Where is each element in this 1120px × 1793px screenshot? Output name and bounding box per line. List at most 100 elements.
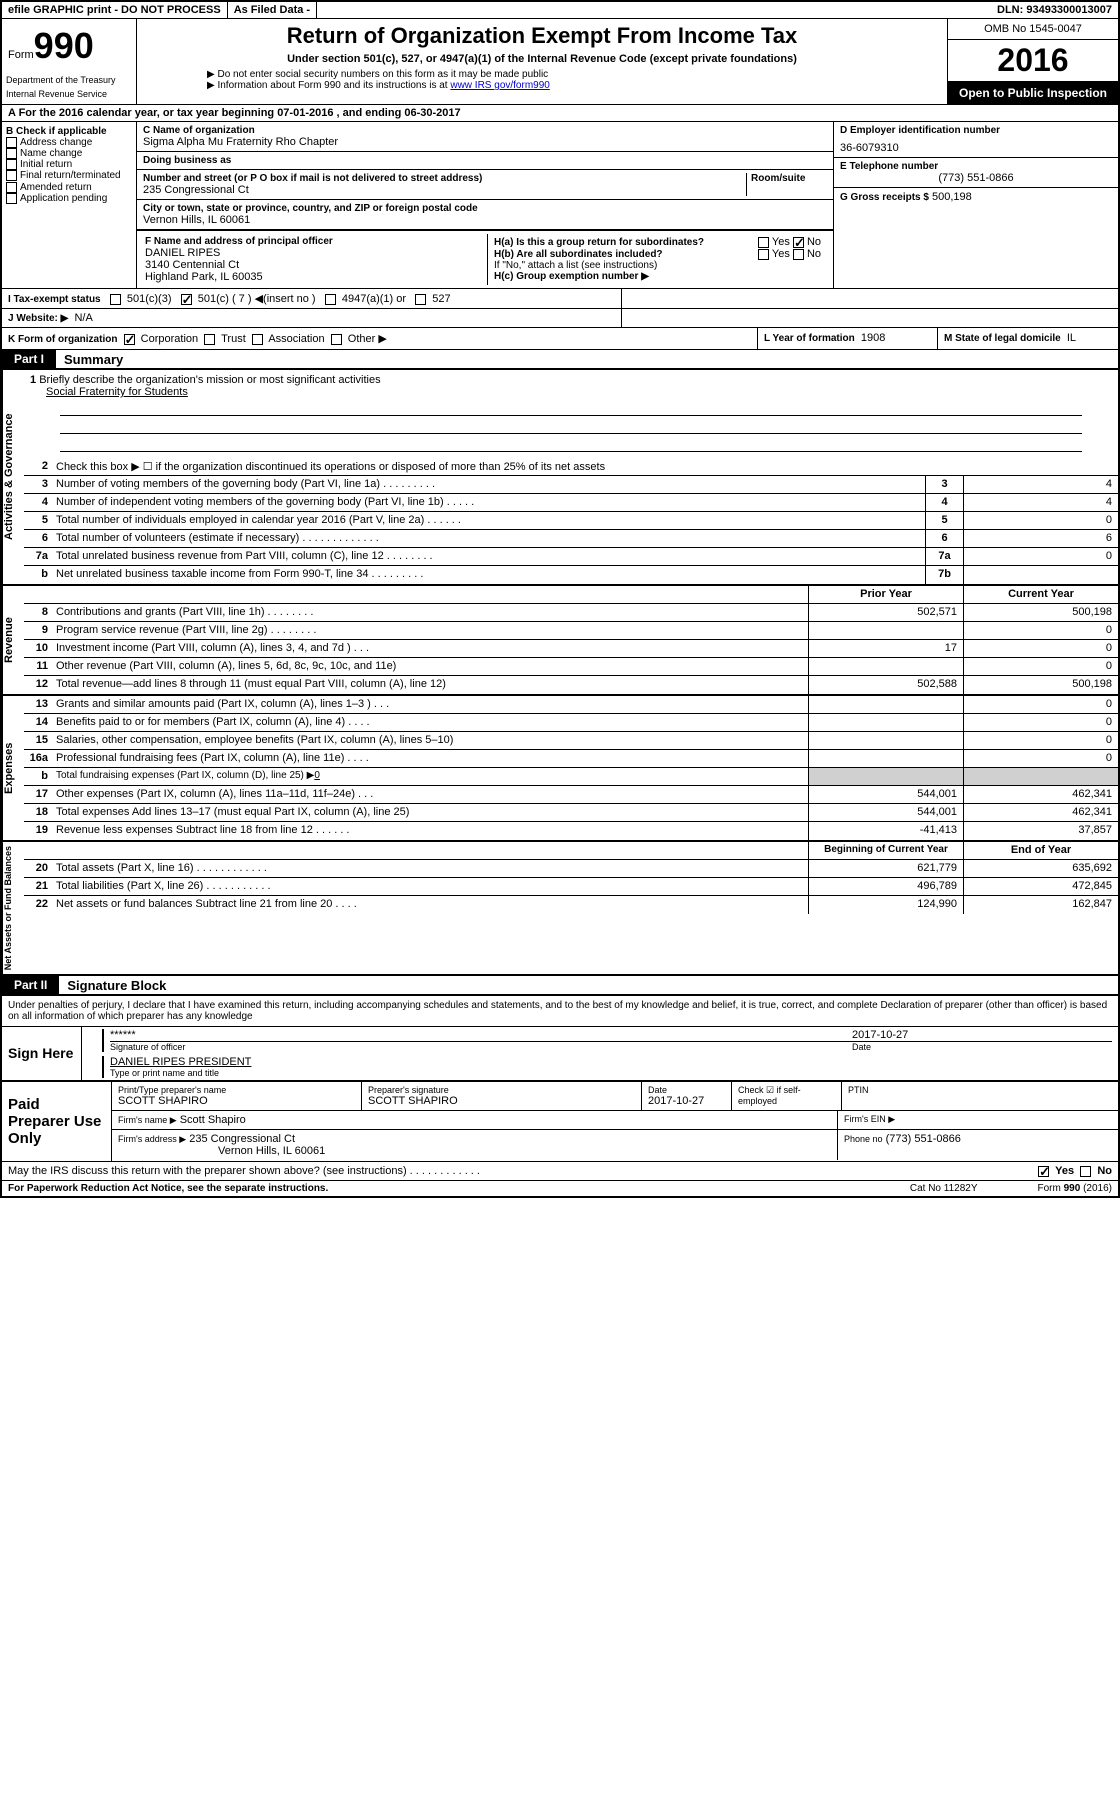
- line22-end: 162,847: [963, 896, 1118, 914]
- line21-beg: 496,789: [808, 878, 963, 895]
- line7b-val: [963, 566, 1118, 584]
- perjury-declaration: Under penalties of perjury, I declare th…: [2, 996, 1118, 1026]
- discuss-row: May the IRS discuss this return with the…: [2, 1162, 1118, 1180]
- phone: (773) 551-0866: [840, 172, 1112, 184]
- box-deg: D Employer identification number 36-6079…: [833, 122, 1118, 288]
- line11-curr: 0: [963, 658, 1118, 675]
- chk-final-return[interactable]: Final return/terminated: [6, 170, 132, 181]
- chk-trust[interactable]: [204, 334, 215, 345]
- box-hc: H(c) Group exemption number ▶: [494, 271, 821, 282]
- hb-yes[interactable]: [758, 249, 769, 260]
- dln: DLN: 93493300013007: [991, 2, 1118, 18]
- line14-curr: 0: [963, 714, 1118, 731]
- domicile: IL: [1067, 332, 1076, 344]
- line5-val: 0: [963, 512, 1118, 529]
- sign-date: 2017-10-27: [852, 1029, 1112, 1041]
- ha-no[interactable]: [793, 237, 804, 248]
- row-j: J Website: ▶ N/A: [2, 309, 1118, 328]
- chk-corp[interactable]: [124, 334, 135, 345]
- chk-name-change[interactable]: Name change: [6, 148, 132, 159]
- chk-initial-return[interactable]: Initial return: [6, 159, 132, 170]
- part1-header: Part I Summary: [2, 350, 1118, 370]
- org-info-grid: B Check if applicable Address change Nam…: [2, 122, 1118, 289]
- row-i: I Tax-exempt status 501(c)(3) 501(c) ( 7…: [2, 289, 1118, 309]
- city: Vernon Hills, IL 60061: [143, 214, 827, 226]
- street: 235 Congressional Ct: [143, 184, 742, 196]
- gross-receipts: 500,198: [932, 191, 972, 203]
- box-b: B Check if applicable Address change Nam…: [2, 122, 137, 288]
- form-title: Return of Organization Exempt From Incom…: [147, 23, 937, 49]
- mission: Social Fraternity for Students: [30, 386, 1112, 398]
- ein: 36-6079310: [840, 136, 1112, 154]
- form-number-box: Form990: [2, 19, 136, 73]
- line8-prior: 502,571: [808, 604, 963, 621]
- preparer-date: 2017-10-27: [648, 1095, 725, 1107]
- officer-name: DANIEL RIPES: [145, 247, 485, 259]
- ssn-warning: ▶ Do not enter social security numbers o…: [147, 69, 937, 80]
- line9-curr: 0: [963, 622, 1118, 639]
- line19-prior: -41,413: [808, 822, 963, 840]
- line20-end: 635,692: [963, 860, 1118, 877]
- chk-pending[interactable]: Application pending: [6, 193, 132, 204]
- year-formation: 1908: [861, 332, 885, 344]
- preparer-sig: SCOTT SHAPIRO: [368, 1095, 635, 1107]
- officer-name-title: DANIEL RIPES PRESIDENT: [110, 1056, 1112, 1068]
- line17-prior: 544,001: [808, 786, 963, 803]
- line4-val: 4: [963, 494, 1118, 511]
- line10-curr: 0: [963, 640, 1118, 657]
- section-a: A For the 2016 calendar year, or tax yea…: [2, 105, 1118, 122]
- line3-val: 4: [963, 476, 1118, 493]
- chk-501c3[interactable]: [110, 294, 121, 305]
- box-c: C Name of organization Sigma Alpha Mu Fr…: [137, 122, 833, 288]
- net-assets-section: Net Assets or Fund Balances Beginning of…: [2, 842, 1118, 976]
- top-bar: efile GRAPHIC print - DO NOT PROCESS As …: [2, 2, 1118, 19]
- dept-treasury: Department of the Treasury: [2, 73, 136, 87]
- paid-preparer-block: Paid Preparer Use Only Print/Type prepar…: [2, 1080, 1118, 1162]
- chk-address-change[interactable]: Address change: [6, 137, 132, 148]
- efile-notice: efile GRAPHIC print - DO NOT PROCESS: [2, 2, 228, 18]
- firm-phone: (773) 551-0866: [886, 1133, 961, 1145]
- form-subtitle: Under section 501(c), 527, or 4947(a)(1)…: [147, 53, 937, 65]
- line18-curr: 462,341: [963, 804, 1118, 821]
- line22-beg: 124,990: [808, 896, 963, 914]
- form-990-page: efile GRAPHIC print - DO NOT PROCESS As …: [0, 0, 1120, 1198]
- irs-link[interactable]: www IRS gov/form990: [450, 80, 549, 91]
- form-header: Form990 Department of the Treasury Inter…: [2, 19, 1118, 105]
- inspection-label: Open to Public Inspection: [948, 82, 1118, 104]
- line12-prior: 502,588: [808, 676, 963, 694]
- firm-addr1: 235 Congressional Ct: [189, 1133, 295, 1145]
- line12-curr: 500,198: [963, 676, 1118, 694]
- firm-name: Scott Shapiro: [180, 1114, 246, 1126]
- chk-501c[interactable]: [181, 294, 192, 305]
- line20-beg: 621,779: [808, 860, 963, 877]
- officer-addr2: Highland Park, IL 60035: [145, 271, 485, 283]
- line8-curr: 500,198: [963, 604, 1118, 621]
- discuss-yes[interactable]: [1038, 1166, 1049, 1177]
- page-footer: For Paperwork Reduction Act Notice, see …: [2, 1180, 1118, 1196]
- line18-prior: 544,001: [808, 804, 963, 821]
- chk-4947[interactable]: [325, 294, 336, 305]
- row-k: K Form of organization Corporation Trust…: [2, 328, 1118, 350]
- website: N/A: [74, 312, 92, 324]
- hb-no[interactable]: [793, 249, 804, 260]
- tax-year: 2016: [948, 40, 1118, 82]
- preparer-name: SCOTT SHAPIRO: [118, 1095, 355, 1107]
- line10-prior: 17: [808, 640, 963, 657]
- chk-other[interactable]: [331, 334, 342, 345]
- line15-curr: 0: [963, 732, 1118, 749]
- omb-number: OMB No 1545-0047: [948, 19, 1118, 40]
- line6-val: 6: [963, 530, 1118, 547]
- line17-curr: 462,341: [963, 786, 1118, 803]
- line13-curr: 0: [963, 696, 1118, 713]
- discuss-no[interactable]: [1080, 1166, 1091, 1177]
- ha-yes[interactable]: [758, 237, 769, 248]
- governance-section: Activities & Governance 1 Briefly descri…: [2, 370, 1118, 586]
- firm-addr2: Vernon Hills, IL 60061: [118, 1145, 831, 1157]
- chk-assoc[interactable]: [252, 334, 263, 345]
- chk-amended[interactable]: Amended return: [6, 182, 132, 193]
- self-employed-check[interactable]: Check ☑ if self-employed: [732, 1082, 842, 1110]
- chk-527[interactable]: [415, 294, 426, 305]
- line7a-val: 0: [963, 548, 1118, 565]
- hb-note: If "No," attach a list (see instructions…: [494, 260, 821, 271]
- org-name: Sigma Alpha Mu Fraternity Rho Chapter: [143, 136, 827, 148]
